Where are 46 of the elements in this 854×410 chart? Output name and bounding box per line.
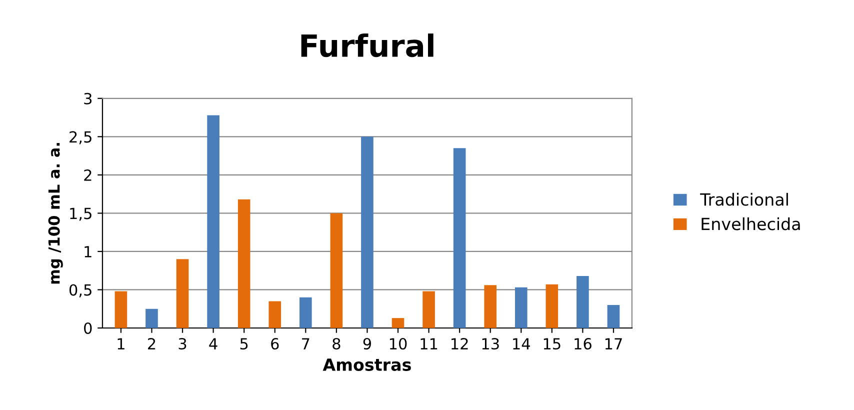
bar <box>607 305 620 328</box>
bar <box>176 259 189 328</box>
bar <box>484 285 497 328</box>
bar <box>299 297 312 328</box>
y-tick-label: 2,5 <box>70 131 92 144</box>
legend-label: Tradicional <box>700 192 788 206</box>
y-tick-label: 2 <box>84 169 92 181</box>
bar <box>207 115 220 328</box>
bar <box>453 148 466 328</box>
x-tick-label: 6 <box>271 338 279 350</box>
y-tick-label: 1 <box>84 246 92 258</box>
y-tick-label: 1,5 <box>70 208 92 221</box>
x-tick-label: 16 <box>574 338 592 350</box>
x-tick-label: 1 <box>118 338 124 350</box>
x-tick-label: 13 <box>482 338 499 350</box>
bar <box>514 287 528 328</box>
x-tick-label: 10 <box>390 338 407 350</box>
bar <box>268 301 282 328</box>
x-tick-label: 5 <box>240 338 248 350</box>
x-tick-label: 17 <box>605 338 622 350</box>
x-tick-label: 15 <box>544 338 560 350</box>
legend-label: Envelhecida <box>702 217 800 230</box>
bar <box>422 291 435 328</box>
y-tick-label: 0,5 <box>69 284 92 298</box>
bar <box>238 199 250 328</box>
y-axis-title: mg /100 mL a. a. <box>48 143 63 284</box>
x-tick-label: 7 <box>302 338 310 350</box>
bar <box>330 213 343 328</box>
x-axis-title: Amostras <box>322 358 411 371</box>
x-tick-label: 11 <box>420 338 438 350</box>
chart-title: Furfural <box>301 34 434 58</box>
bar <box>392 318 404 328</box>
bar <box>146 308 158 328</box>
y-tick-label: 3 <box>84 92 92 104</box>
x-tick-label: 9 <box>363 338 372 350</box>
x-tick-label: 3 <box>178 338 186 350</box>
y-tick-label: 0 <box>84 322 92 334</box>
bar <box>361 136 374 328</box>
bar <box>114 291 128 328</box>
x-tick-label: 12 <box>452 338 468 350</box>
x-tick-label: 2 <box>148 338 156 350</box>
x-tick-label: 4 <box>209 338 218 350</box>
bar <box>546 284 558 328</box>
x-tick-label: 8 <box>332 338 340 350</box>
bar <box>576 276 589 328</box>
x-tick-label: 14 <box>513 338 530 350</box>
